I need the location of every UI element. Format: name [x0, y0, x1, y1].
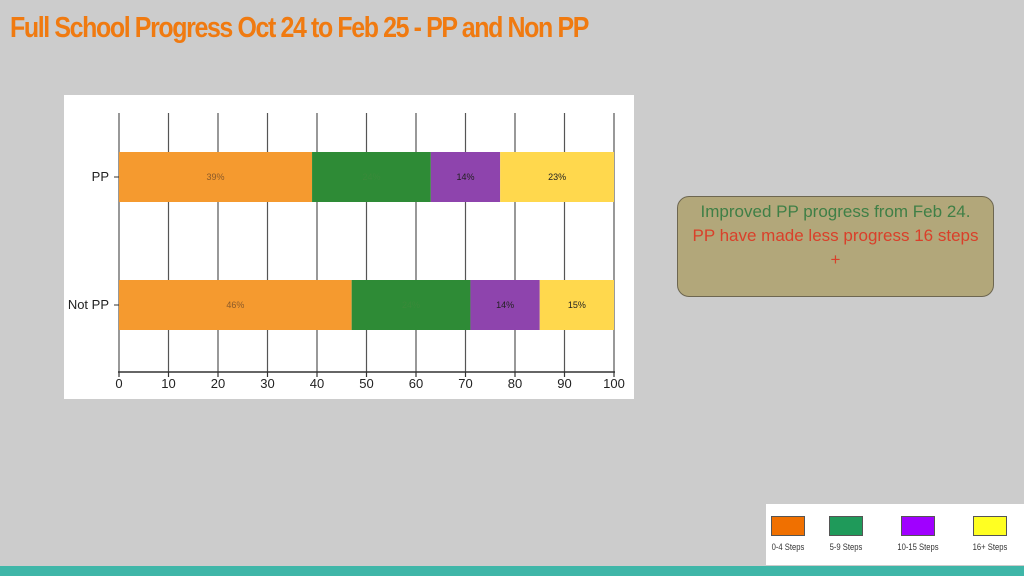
bar-pp-2: [430, 152, 501, 202]
bar-not-pp-2: [470, 280, 540, 330]
note-line-improved: Improved PP progress from Feb 24.: [700, 202, 971, 221]
note-box: Improved PP progress from Feb 24. PP hav…: [677, 196, 994, 297]
tick-label-x-70: 70: [458, 376, 472, 391]
bar-pp-3: [500, 152, 614, 202]
legend-swatch-0-4: [771, 516, 805, 536]
axis-layer: 0 10 20 30 40 50 60 70 80 90 100 PP Not PP: [68, 169, 625, 391]
legend-label-5-9: 5-9 Steps: [829, 542, 863, 552]
bar-not-pp-0: [119, 280, 352, 330]
legend-label-10-15: 10-15 Steps: [897, 542, 939, 552]
data-label-not-pp-3: 15%: [568, 300, 586, 310]
category-label-0: PP: [92, 169, 109, 184]
tick-label-x-30: 30: [260, 376, 274, 391]
legend-swatch-16-plus: [973, 516, 1007, 536]
tick-label-x-50: 50: [359, 376, 373, 391]
legend-item-16-plus: 16+ Steps: [960, 516, 1020, 552]
tick-label-x-100: 100: [603, 376, 625, 391]
data-label-pp-0: 39%: [207, 172, 225, 182]
grid-layer: [118, 113, 615, 372]
bar-not-pp-1: [351, 280, 471, 330]
data-label-not-pp-0: 46%: [226, 300, 244, 310]
tick-label-x-90: 90: [557, 376, 571, 391]
data-label-not-pp-2: 14%: [496, 300, 514, 310]
legend-label-0-4: 0-4 Steps: [771, 542, 805, 552]
legend: 0-4 Steps 5-9 Steps 10-15 Steps 16+ Step…: [766, 504, 1024, 565]
category-label-1: Not PP: [68, 297, 109, 312]
bar-layer: 39% 24% 14% 23% 46% 24% 14% 15%: [119, 152, 614, 330]
legend-swatch-5-9: [829, 516, 863, 536]
legend-item-0-4: 0-4 Steps: [758, 516, 818, 552]
bar-not-pp-3: [539, 280, 614, 330]
legend-label-16-plus: 16+ Steps: [972, 542, 1008, 552]
tick-label-x-10: 10: [161, 376, 175, 391]
bar-pp-0: [119, 152, 313, 202]
progress-chart: 39% 24% 14% 23% 46% 24% 14% 15% 0 10 20 30 40 50 60 70…: [64, 95, 634, 399]
bottom-accent-strip: [0, 566, 1024, 576]
slide-title: Full School Progress Oct 24 to Feb 25 - …: [10, 12, 589, 44]
data-label-pp-3: 23%: [548, 172, 566, 182]
legend-item-5-9: 5-9 Steps: [816, 516, 876, 552]
data-label-pp-1: 24%: [362, 172, 380, 182]
tick-label-x-40: 40: [310, 376, 324, 391]
chart-svg: 39% 24% 14% 23% 46% 24% 14% 15% 0 10 20 30 40 50 60 70…: [68, 113, 625, 391]
tick-label-x-20: 20: [211, 376, 225, 391]
tick-label-x-0: 0: [115, 376, 122, 391]
data-label-not-pp-1: 24%: [402, 300, 420, 310]
legend-swatch-10-15: [901, 516, 935, 536]
legend-item-10-15: 10-15 Steps: [888, 516, 948, 552]
note-line-less-progress: PP have made less progress 16 steps +: [692, 226, 979, 269]
bar-pp-1: [312, 152, 431, 202]
tick-label-x-80: 80: [508, 376, 522, 391]
tick-label-x-60: 60: [409, 376, 423, 391]
data-label-pp-2: 14%: [456, 172, 474, 182]
